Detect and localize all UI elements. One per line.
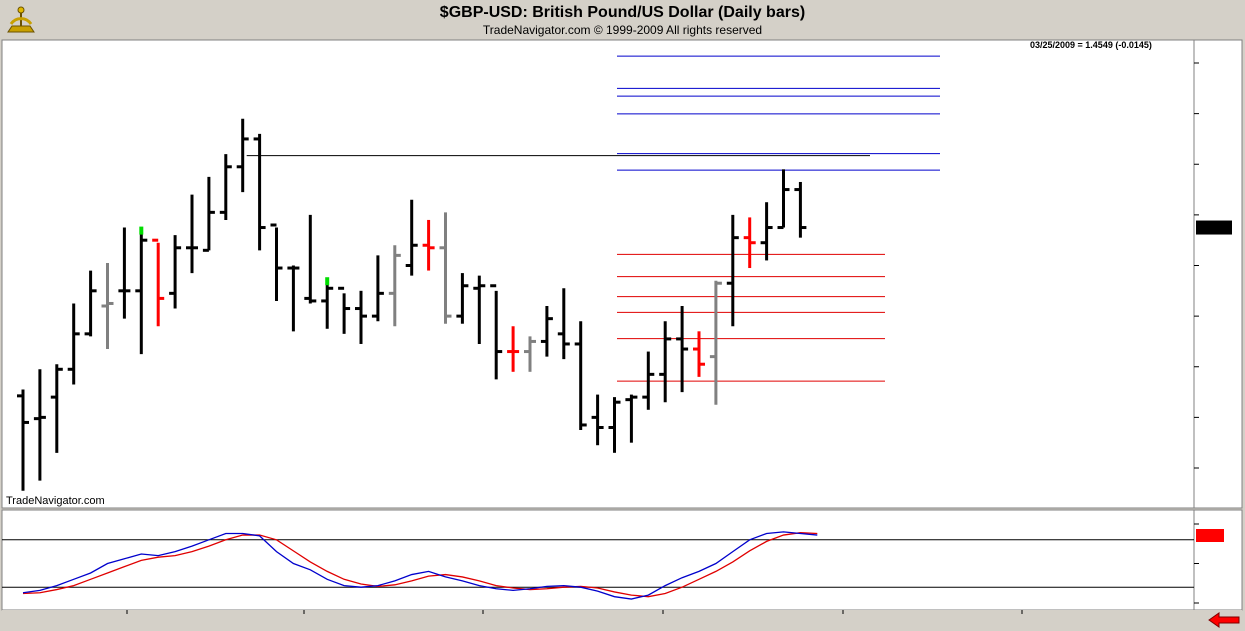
chart-header: $GBP-USD: British Pound/US Dollar (Daily… <box>0 0 1245 40</box>
date-axis <box>126 610 1023 614</box>
price-axis <box>1194 62 1199 469</box>
price-bars <box>17 118 1232 491</box>
price-axis-area <box>1193 39 1243 509</box>
sextant-logo-icon <box>7 6 35 33</box>
stoch-series-line <box>22 531 818 600</box>
stoch-axis-area <box>1193 509 1243 611</box>
stoch-plot-area <box>1 509 1195 611</box>
chart-subtitle: TradeNavigator.com © 1999-2009 All right… <box>482 23 763 37</box>
stoch-series-line <box>22 532 818 598</box>
fib-levels <box>246 55 940 382</box>
stochastic-panel <box>2 523 1224 604</box>
watermark-text: TradeNavigator.com <box>6 495 105 507</box>
stoch-last-value-box <box>1196 529 1224 542</box>
date-axis-area <box>2 610 1242 630</box>
quote-readout: 03/25/2009 = 1.4549 (-0.0145) <box>1030 40 1152 50</box>
last-price-box <box>1196 220 1232 235</box>
chart-title: $GBP-USD: British Pound/US Dollar (Daily… <box>439 4 806 21</box>
scroll-left-arrow-icon[interactable] <box>1207 612 1241 628</box>
